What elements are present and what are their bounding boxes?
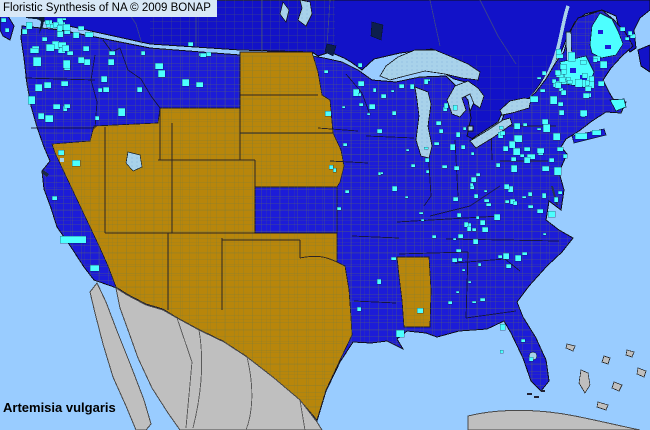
baja-california [89,282,152,430]
maine-dense [589,12,624,59]
caribbean [467,343,647,430]
county-record-dots [21,17,636,362]
florida-keys [527,390,545,398]
lake-st-clair [467,125,474,132]
lake-tahoe [60,158,64,162]
lake-winnipeg [297,0,313,27]
cuba [467,409,641,430]
nova-scotia [637,44,650,73]
map-title: Floristic Synthesis of NA © 2009 BONAP [0,0,217,17]
lake-superior [379,49,481,81]
lake-winnipegosis [279,1,290,23]
species-name: Artemisia vulgaris [3,400,116,415]
mexico-region [89,282,323,430]
andros-island [578,369,591,394]
cape-cod [609,98,627,112]
lake-nipigon [370,21,384,41]
lake-erie [469,117,513,149]
great-salt-lake [125,151,143,172]
strait-of-juan-de-fuca [25,16,45,20]
san-francisco-bay [42,170,49,177]
mexico-state-borders [176,317,306,430]
lake-ontario [499,97,532,116]
bahamas [565,343,647,411]
lake-of-the-woods [324,43,337,57]
